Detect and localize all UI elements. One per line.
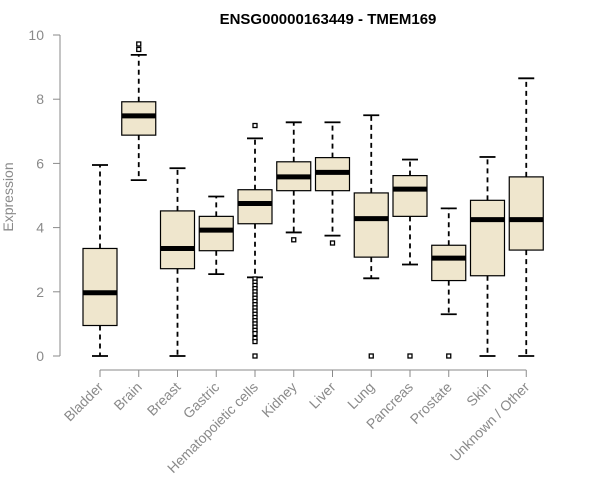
box-liver [314, 121, 351, 246]
box-hematopoietic-cells [237, 122, 273, 359]
iqr-box [198, 215, 234, 252]
iqr-box [431, 244, 467, 282]
x-tick-label: Skin [463, 379, 494, 410]
x-tick-label: Kidney [258, 379, 300, 421]
iqr-box [353, 192, 389, 258]
y-tick-label: 0 [36, 348, 44, 364]
x-tick-label: Lung [344, 379, 377, 412]
x-tick-label: Bladder [61, 379, 107, 425]
iqr-box [159, 210, 196, 270]
box-skin [469, 156, 506, 357]
box-pancreas [392, 158, 428, 359]
x-tick-label: Breast [144, 379, 184, 419]
y-axis: 0 2 4 6 8 10 [28, 27, 61, 364]
box-breast [159, 167, 196, 357]
outlier-point [407, 353, 413, 359]
iqr-box [82, 247, 118, 327]
iqr-box [237, 189, 273, 225]
outlier-point [368, 353, 374, 359]
x-tick-label: Brain [110, 379, 144, 413]
y-tick-label: 6 [36, 155, 44, 171]
box-brain [121, 41, 157, 181]
outlier-point [252, 330, 258, 337]
outlier-point [291, 237, 297, 243]
y-tick-label: 2 [36, 284, 44, 300]
iqr-box [508, 176, 544, 251]
box-bladder [82, 164, 118, 357]
iqr-box [121, 101, 157, 136]
box-prostate [431, 207, 467, 359]
outlier-point [446, 353, 452, 359]
y-tick-label: 10 [28, 27, 44, 43]
outlier-point [252, 353, 258, 359]
outlier-point [252, 122, 258, 129]
outlier-point [136, 41, 142, 47]
box-kidney [276, 121, 312, 243]
box-unknown-other [508, 77, 544, 357]
outlier-point [329, 240, 336, 246]
x-tick-label: Prostate [407, 379, 455, 427]
iqr-box [392, 174, 428, 217]
plot-area [82, 41, 544, 359]
outlier-point [136, 46, 142, 53]
box-lung [353, 114, 389, 359]
y-tick-label: 4 [36, 220, 44, 236]
x-tick-label: Liver [306, 379, 339, 412]
box-gastric [198, 195, 234, 276]
outlier-point [252, 338, 258, 345]
iqr-box [469, 199, 506, 277]
y-tick-label: 8 [36, 91, 44, 107]
chart-title: ENSG00000163449 - TMEM169 [220, 11, 437, 28]
y-axis-label: Expression [0, 162, 16, 231]
